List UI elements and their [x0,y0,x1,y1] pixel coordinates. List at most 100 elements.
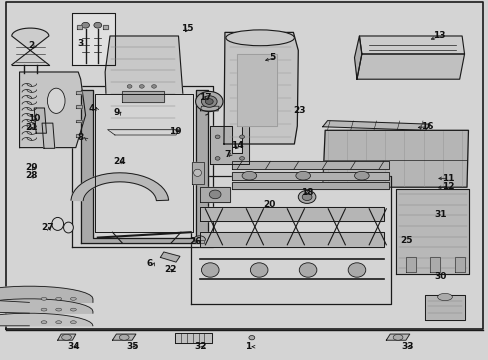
Text: 23: 23 [293,106,305,115]
Ellipse shape [94,22,102,28]
Polygon shape [112,334,136,340]
Polygon shape [71,173,168,201]
Ellipse shape [151,85,156,88]
Ellipse shape [47,88,65,113]
Polygon shape [237,54,277,126]
Ellipse shape [205,99,213,104]
Ellipse shape [41,297,47,300]
Text: 8: 8 [77,133,83,142]
Text: 19: 19 [169,126,182,135]
Polygon shape [42,123,55,148]
Polygon shape [232,182,388,189]
Ellipse shape [56,297,61,300]
Text: 15: 15 [181,23,193,32]
Ellipse shape [193,236,205,243]
Text: 33: 33 [400,342,413,351]
Polygon shape [210,108,249,164]
Polygon shape [232,161,388,169]
Polygon shape [102,25,107,29]
Text: 4: 4 [89,104,95,112]
Polygon shape [122,91,163,102]
Text: 2: 2 [28,40,35,49]
Ellipse shape [70,321,76,324]
Polygon shape [200,106,219,111]
Ellipse shape [41,321,47,324]
Ellipse shape [52,217,63,230]
Ellipse shape [127,85,132,88]
Ellipse shape [41,308,47,311]
Polygon shape [425,295,464,320]
Ellipse shape [81,22,89,28]
Ellipse shape [299,263,316,277]
Text: 10: 10 [28,114,41,123]
Polygon shape [160,252,180,262]
Ellipse shape [195,91,223,112]
Text: 30: 30 [433,271,446,281]
Polygon shape [200,187,229,202]
Polygon shape [95,94,193,232]
Ellipse shape [70,308,76,311]
Text: 3: 3 [77,40,83,49]
Polygon shape [454,257,464,272]
Polygon shape [107,130,178,135]
Polygon shape [76,134,81,137]
Ellipse shape [354,171,368,180]
Polygon shape [0,299,93,313]
Text: 27: 27 [41,223,54,232]
Text: 26: 26 [189,237,202,246]
Ellipse shape [225,30,294,46]
Text: 6: 6 [146,259,153,268]
Ellipse shape [215,135,220,139]
Ellipse shape [437,293,451,301]
Ellipse shape [56,308,61,311]
Polygon shape [190,176,390,304]
Polygon shape [232,172,388,180]
Ellipse shape [298,190,315,203]
Ellipse shape [201,96,217,107]
Polygon shape [194,240,204,243]
Polygon shape [322,130,468,187]
Polygon shape [405,257,415,272]
Polygon shape [105,36,183,137]
Polygon shape [76,105,81,108]
Polygon shape [72,86,212,247]
Text: 31: 31 [433,210,446,219]
Text: 5: 5 [268,53,275,62]
Polygon shape [429,257,439,272]
Polygon shape [395,189,468,274]
Polygon shape [322,121,429,130]
Polygon shape [191,162,203,184]
Text: 16: 16 [420,122,432,131]
Ellipse shape [302,193,311,201]
Text: 29: 29 [25,163,38,172]
Polygon shape [6,2,482,329]
Ellipse shape [239,157,244,160]
Polygon shape [20,72,85,148]
Polygon shape [175,333,211,343]
Polygon shape [0,313,93,326]
Polygon shape [0,286,93,302]
Text: 13: 13 [432,31,445,40]
Ellipse shape [215,157,220,160]
Text: 22: 22 [164,266,177,274]
Ellipse shape [239,135,244,139]
Polygon shape [359,36,464,54]
Text: 14: 14 [231,141,244,150]
Polygon shape [386,334,409,340]
Ellipse shape [392,334,402,340]
Text: 28: 28 [25,171,38,180]
Polygon shape [224,32,298,144]
Text: 34: 34 [67,342,80,351]
Ellipse shape [139,85,144,88]
Text: 9: 9 [113,108,120,117]
Ellipse shape [61,334,71,340]
Ellipse shape [201,263,219,277]
Ellipse shape [248,336,254,340]
Ellipse shape [63,222,73,233]
Ellipse shape [70,297,76,300]
Polygon shape [58,334,76,340]
Ellipse shape [56,321,61,324]
Text: 32: 32 [194,342,207,351]
Text: 20: 20 [263,200,275,209]
Text: 21: 21 [25,123,38,132]
